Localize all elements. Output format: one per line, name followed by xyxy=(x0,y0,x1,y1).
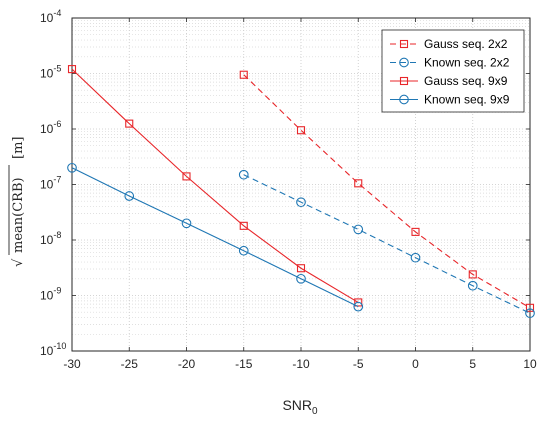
data-point-marker xyxy=(238,245,249,256)
legend-marker xyxy=(399,57,409,68)
data-point-marker xyxy=(182,172,191,181)
data-point-marker xyxy=(525,308,535,319)
y-tick-label-base: 10 xyxy=(40,344,54,358)
x-axis-label-subscript: 0 xyxy=(312,406,318,417)
y-tick-label-exponent: -5 xyxy=(53,64,61,74)
data-point-marker xyxy=(124,191,135,201)
y-tick-label: 10-7 xyxy=(40,175,61,192)
y-tick-label-exponent: -8 xyxy=(53,230,61,240)
legend-label: Known seq. 9x9 xyxy=(424,93,510,107)
data-point-marker xyxy=(67,65,77,74)
legend-item: Known seq. 2x2 xyxy=(390,56,510,70)
data-point-marker xyxy=(410,252,421,263)
data-point-marker xyxy=(525,303,535,312)
y-tick-label-exponent: -10 xyxy=(53,341,66,351)
axis-ticks xyxy=(71,17,531,352)
y-tick-label: 10-4 xyxy=(40,8,61,25)
y-tick-label-base: 10 xyxy=(40,289,54,303)
y-axis-label: √ mean(CRB) [m] xyxy=(8,137,26,267)
data-point-marker xyxy=(354,298,363,307)
y-tick-label-base: 10 xyxy=(40,178,54,192)
data-point-marker xyxy=(468,270,477,279)
x-tick-label: -15 xyxy=(235,357,253,371)
x-axis-label-main: SNR xyxy=(282,397,312,413)
y-tick-label-base: 10 xyxy=(40,233,54,247)
x-tick-label: -10 xyxy=(292,357,310,371)
series-line xyxy=(71,167,359,308)
x-tick-label: -5 xyxy=(353,357,364,371)
data-point-marker xyxy=(296,197,306,208)
x-tick-label: 5 xyxy=(469,357,476,371)
legend-items: Gauss seq. 2x2 Known seq. 2x2 Gauss seq. 9… xyxy=(390,37,510,107)
series-gauss-seq-9x9 xyxy=(67,65,363,307)
data-point-marker xyxy=(296,273,306,284)
data-point-marker xyxy=(411,227,420,236)
y-axis-label-unit: [m] xyxy=(11,137,26,159)
data-point-marker xyxy=(238,169,249,180)
legend-item: Gauss seq. 2x2 xyxy=(390,37,508,51)
series-gauss-seq-2x2 xyxy=(239,70,535,312)
x-tick-labels: -30 -25 -20 -15 -10 -5 0 5 10 xyxy=(63,357,537,371)
x-tick-label: 0 xyxy=(412,357,419,371)
x-tick-label: -20 xyxy=(178,357,196,371)
x-tick-label: -25 xyxy=(121,357,139,371)
y-tick-label: 10-8 xyxy=(40,230,61,247)
legend-label: Gauss seq. 9x9 xyxy=(424,74,508,88)
y-axis-label-radicand: mean(CRB) xyxy=(11,177,26,253)
data-point-marker xyxy=(67,162,77,173)
data-point-marker xyxy=(125,119,134,128)
y-tick-label-exponent: -9 xyxy=(53,286,61,296)
y-tick-label: 10-5 xyxy=(40,64,61,81)
y-tick-label: 10-10 xyxy=(40,341,66,358)
data-point-marker xyxy=(353,301,364,312)
data-point-marker xyxy=(467,280,478,291)
series-known-seq-2x2 xyxy=(238,169,535,319)
y-tick-label-exponent: -7 xyxy=(53,175,61,185)
legend-item: Known seq. 9x9 xyxy=(390,93,510,107)
y-tick-label: 10-9 xyxy=(40,286,61,303)
legend-marker xyxy=(399,94,409,105)
x-tick-label: 10 xyxy=(523,357,537,371)
series-known-seq-9x9 xyxy=(67,162,364,312)
data-point-marker xyxy=(353,224,364,235)
legend-label: Known seq. 2x2 xyxy=(424,56,510,70)
y-tick-label-base: 10 xyxy=(40,11,54,25)
data-point-marker xyxy=(296,126,306,135)
y-tick-label: 10-6 xyxy=(40,119,61,136)
data-point-marker xyxy=(239,70,248,79)
y-tick-label-base: 10 xyxy=(40,122,54,136)
series-line xyxy=(243,74,531,309)
data-point-marker xyxy=(296,264,306,273)
data-point-marker xyxy=(181,218,192,229)
data-point-marker xyxy=(239,221,248,230)
y-tick-label-base: 10 xyxy=(40,67,54,81)
series-line xyxy=(243,174,531,314)
series-layer xyxy=(67,65,535,319)
data-point-marker xyxy=(354,179,363,188)
y-tick-label-exponent: -6 xyxy=(53,119,61,129)
legend-marker xyxy=(399,39,409,49)
series-line xyxy=(71,68,359,303)
legend-label: Gauss seq. 2x2 xyxy=(424,37,508,51)
legend-marker xyxy=(399,76,409,86)
x-axis-label: SNR0 xyxy=(282,397,318,417)
y-tick-label-exponent: -4 xyxy=(53,8,61,18)
legend: Gauss seq. 2x2 Known seq. 2x2 Gauss seq. 9… xyxy=(381,29,525,113)
y-axis-label-radical-sign: √ xyxy=(11,258,26,267)
legend-item: Gauss seq. 9x9 xyxy=(390,74,508,88)
x-tick-label: -30 xyxy=(63,357,81,371)
